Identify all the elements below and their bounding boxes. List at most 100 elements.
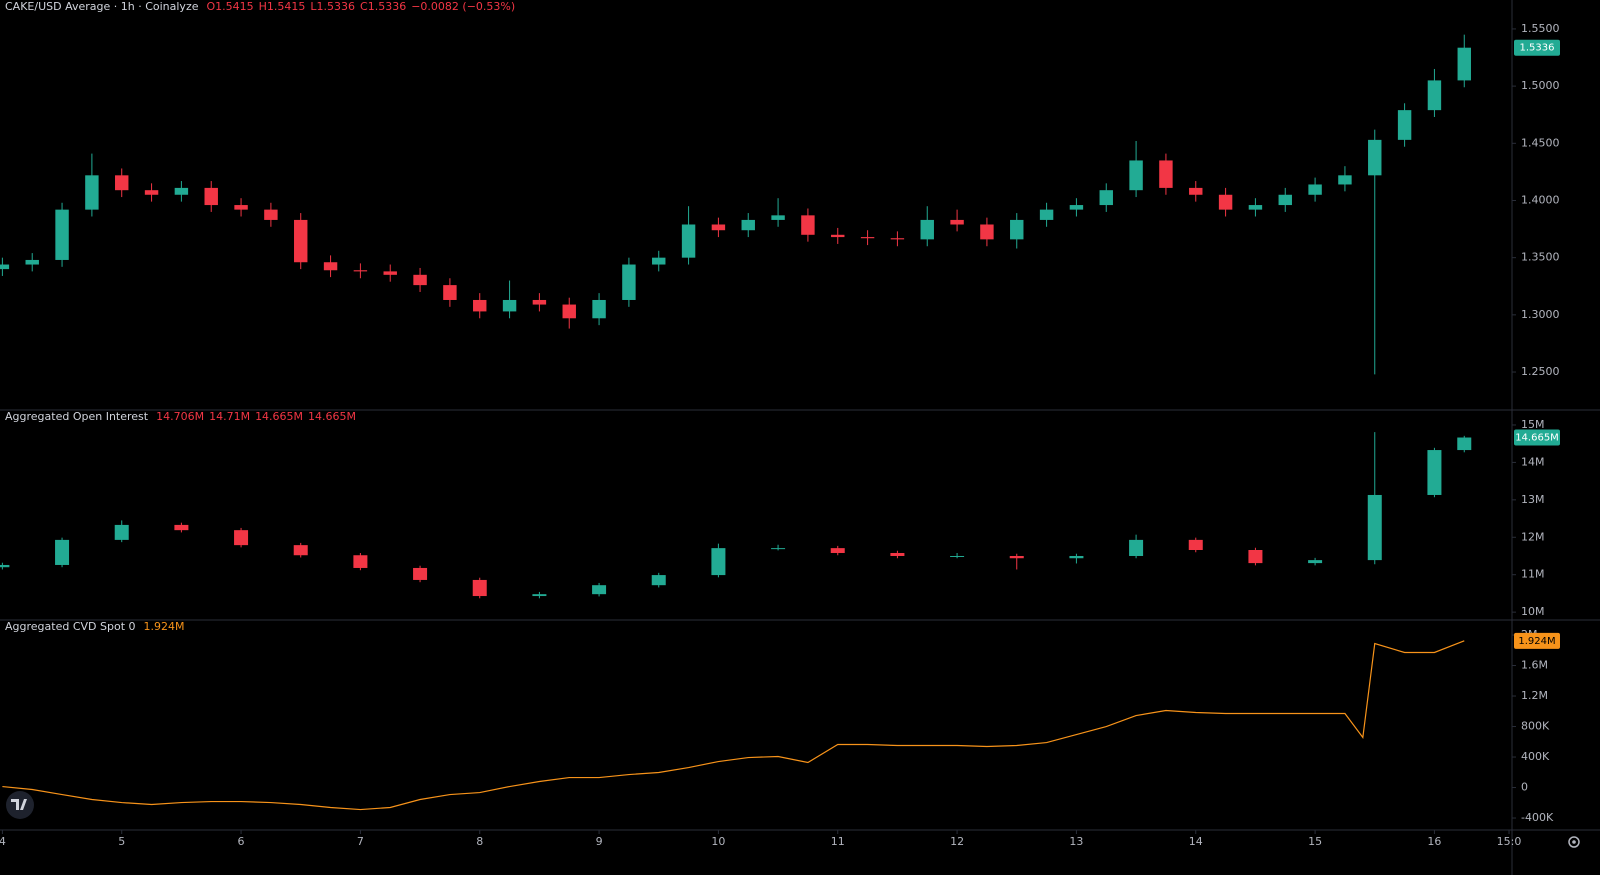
legend-value: H1.5415 [259, 0, 306, 13]
candle-body [1099, 190, 1113, 206]
x-tick-label: 5 [118, 835, 125, 848]
candle-body [1218, 194, 1233, 210]
candle-body [652, 257, 666, 265]
x-tick-label: 4 [0, 835, 6, 848]
settings-button[interactable] [1568, 836, 1580, 848]
candle-body [1457, 437, 1472, 451]
legend-value: 14.665M [255, 410, 303, 423]
candle-body [592, 299, 606, 319]
y-tick-label: 1.2M [1521, 689, 1548, 702]
y-tick-label: 13M [1521, 493, 1545, 506]
candle-body [681, 224, 696, 258]
y-tick-label: 0 [1521, 781, 1528, 794]
candle-body [1010, 219, 1024, 240]
candle-body [831, 234, 845, 238]
legend-value: 14.665M [308, 410, 356, 423]
x-tick-label: 16 [1427, 835, 1441, 848]
candle-body [115, 175, 129, 191]
candle-body [472, 579, 487, 597]
candle-body [473, 299, 487, 312]
y-tick-label: 1.5000 [1521, 79, 1560, 92]
y-tick-label: 800K [1521, 720, 1550, 733]
y-tick-label: 1.5500 [1521, 22, 1560, 35]
candle-body [413, 567, 428, 580]
candle-body [1189, 187, 1203, 195]
last-value-label: 1.924M [1518, 636, 1555, 647]
x-tick-label: 14 [1189, 835, 1203, 848]
candle-body [890, 552, 905, 556]
candle-body [1248, 205, 1263, 210]
candle-body [1039, 209, 1054, 220]
candle-body [1397, 110, 1412, 140]
candle-body [413, 274, 427, 286]
candle-body [1009, 555, 1024, 559]
x-tick-label: 15 [1308, 835, 1322, 848]
candle-body [830, 548, 845, 553]
legend-value: 1.924M [144, 620, 185, 633]
candle-body [1069, 555, 1084, 559]
y-tick-label: 1.3000 [1521, 308, 1560, 321]
candle-body [174, 524, 189, 531]
candle-body [264, 209, 278, 220]
candle-body [980, 224, 994, 240]
candle-body [114, 524, 129, 540]
y-tick-label: 1.2500 [1521, 365, 1560, 378]
legend-title: CAKE/USD Average · 1h · Coinalyze [5, 0, 199, 13]
legend-title: Aggregated CVD Spot 0 [5, 620, 136, 633]
y-tick-label: 12M [1521, 530, 1545, 543]
candle-body [1308, 184, 1322, 195]
y-tick-label: 14M [1521, 455, 1545, 468]
candle-body [502, 299, 517, 312]
candle-body [592, 585, 607, 595]
logo-circle [6, 791, 34, 819]
settings-icon-core [1572, 840, 1576, 844]
x-tick-label: 7 [357, 835, 364, 848]
legend-value: 14.71M [209, 410, 250, 423]
candle-body [353, 555, 368, 568]
candle-body [622, 264, 636, 300]
candle-body [293, 545, 308, 556]
last-value-label: 1.5336 [1520, 43, 1555, 54]
y-tick-label: 15M [1521, 418, 1545, 431]
candle-body [1159, 160, 1173, 188]
candle-body [234, 530, 249, 546]
y-tick-label: 1.4000 [1521, 193, 1560, 206]
candle-body [1278, 194, 1292, 206]
candle-body [443, 285, 457, 300]
last-value-badge [1514, 39, 1560, 56]
candle-body [890, 238, 905, 240]
tv-logo[interactable] [6, 791, 34, 819]
x-tick-label: 6 [238, 835, 245, 848]
x-tick-label: 13 [1069, 835, 1083, 848]
candle-body [383, 271, 397, 275]
candle-body [323, 262, 338, 271]
candle-body [1069, 205, 1084, 210]
candle-body [532, 594, 547, 597]
candle-body [1129, 539, 1144, 556]
candle-body [204, 187, 218, 206]
candle-body [741, 219, 755, 231]
candle-body [562, 304, 576, 319]
candle-body [55, 539, 70, 565]
legend-value: L1.5336 [310, 0, 355, 13]
last-value-badge [1514, 429, 1560, 446]
candle-body [1457, 47, 1471, 81]
candle-body [532, 299, 547, 305]
x-tick-label: 8 [476, 835, 483, 848]
candle-body [651, 575, 666, 586]
candle-body [1308, 560, 1323, 564]
candle-body [950, 555, 965, 557]
candle-body [801, 215, 815, 235]
candle-body [920, 219, 934, 240]
x-tick-label: 12 [950, 835, 964, 848]
y-tick-label: 10M [1521, 605, 1545, 618]
y-tick-label: 1.6M [1521, 659, 1548, 672]
candle-body [0, 264, 10, 270]
x-tick-label: 9 [596, 835, 603, 848]
candle-body [234, 205, 248, 210]
candle-body [55, 209, 69, 260]
y-tick-label: 1.4500 [1521, 136, 1560, 149]
